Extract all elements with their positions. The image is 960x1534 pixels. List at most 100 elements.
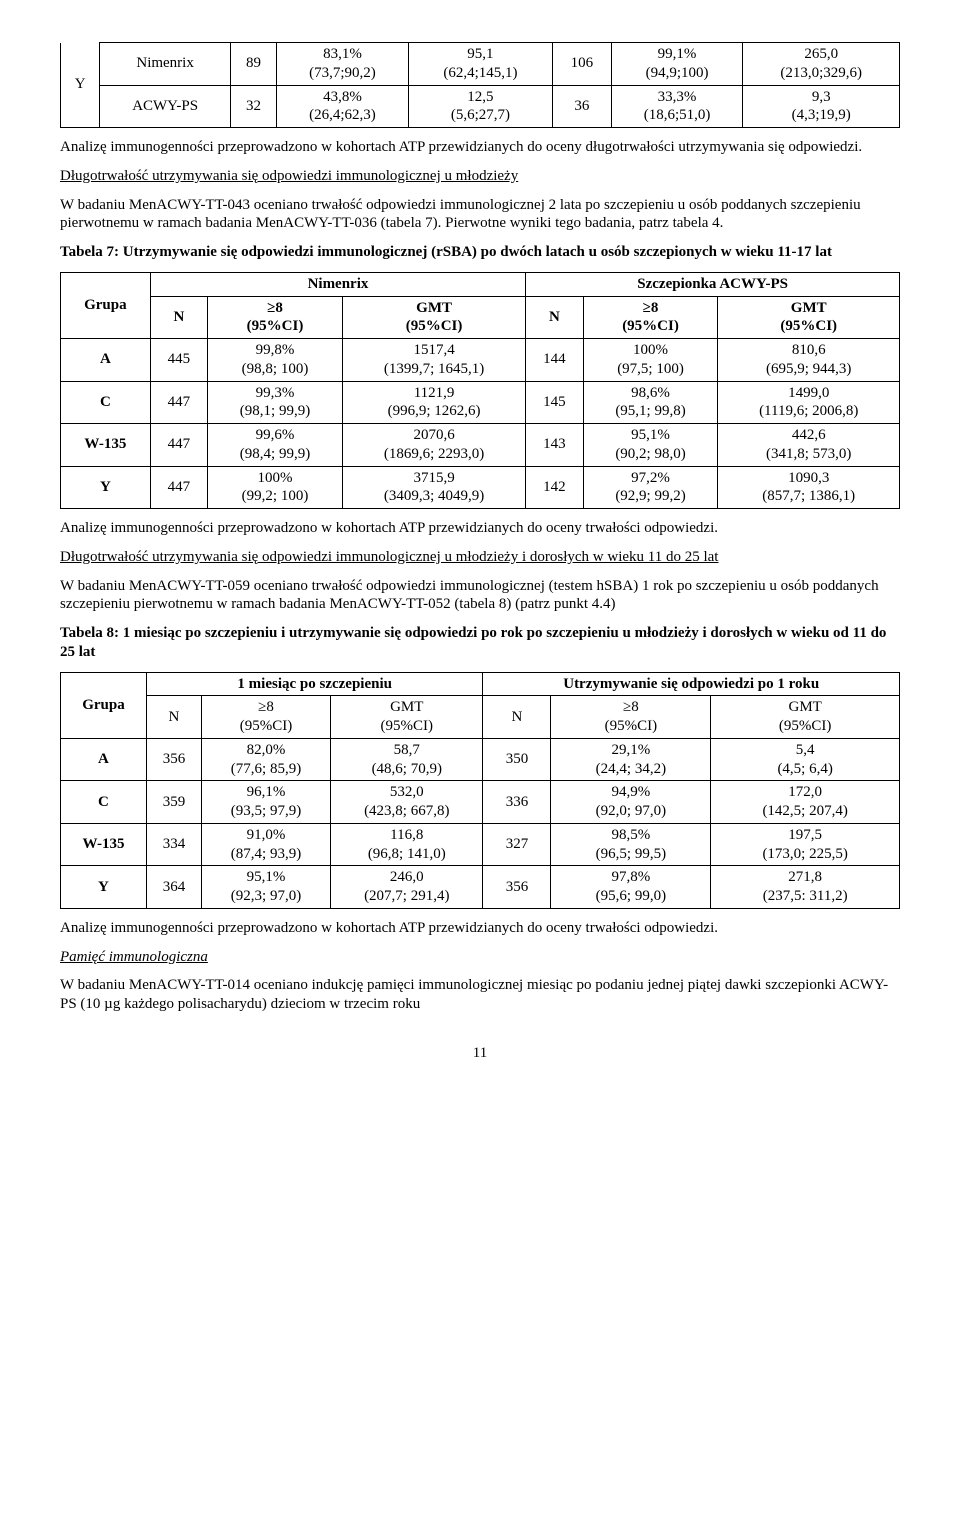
col-header: Utrzymywanie się odpowiedzi po 1 roku [483,672,900,696]
cell: 95,1(62,4;145,1) [408,43,552,86]
table-row: A35682,0%(77,6; 85,9)58,7(48,6; 70,9)350… [61,738,900,781]
cell: 364 [146,866,201,909]
cell: 442,6(341,8; 573,0) [718,424,900,467]
cell: 99,3%(98,1; 99,9) [208,381,343,424]
cell: 356 [146,738,201,781]
page-number: 11 [60,1044,900,1063]
paragraph: W badaniu MenACWY-TT-014 oceniano indukc… [60,976,900,1014]
col-header: ≥8(95%CI) [208,296,343,339]
cell: 1499,0(1119,6; 2006,8) [718,381,900,424]
cell: C [61,381,151,424]
cell: 3715,9(3409,3; 4049,9) [342,466,525,509]
table-title: Tabela 7: Utrzymywanie się odpowiedzi im… [60,243,900,262]
col-header: N [526,296,583,339]
cell: W-135 [61,424,151,467]
cell: 106 [552,43,611,86]
cell: 142 [526,466,583,509]
cell: 99,8%(98,8; 100) [208,339,343,382]
cell: C [61,781,147,824]
col-header: Grupa [61,272,151,338]
cell: 246,0(207,7; 291,4) [331,866,483,909]
cell: 1121,9(996,9; 1262,6) [342,381,525,424]
table-row: C35996,1%(93,5; 97,9)532,0(423,8; 667,8)… [61,781,900,824]
cell: 447 [150,381,207,424]
col-header: N [146,696,201,739]
cell: 116,8(96,8; 141,0) [331,823,483,866]
cell: 172,0(142,5; 207,4) [711,781,900,824]
cell: 33,3%(18,6;51,0) [611,85,743,128]
cell: 99,6%(98,4; 99,9) [208,424,343,467]
cell: 271,8(237,5: 311,2) [711,866,900,909]
cell: 5,4(4,5; 6,4) [711,738,900,781]
cell: 356 [483,866,551,909]
cell: 334 [146,823,201,866]
table-7: Grupa Nimenrix Szczepionka ACWY-PS N ≥8(… [60,272,900,509]
col-header: GMT(95%CI) [718,296,900,339]
table-row: W-13544799,6%(98,4; 99,9)2070,6(1869,6; … [61,424,900,467]
cell: Y [61,866,147,909]
table-row: W-13533491,0%(87,4; 93,9)116,8(96,8; 141… [61,823,900,866]
cell: 350 [483,738,551,781]
table-fragment: Y Nimenrix 89 83,1%(73,7;90,2) 95,1(62,4… [60,42,900,128]
col-header: GMT(95%CI) [342,296,525,339]
cell: 810,6(695,9; 944,3) [718,339,900,382]
cell: 94,9%(92,0; 97,0) [551,781,711,824]
col-header: GMT(95%CI) [331,696,483,739]
col-header: N [150,296,207,339]
cell: Nimenrix [100,43,230,86]
cell: 532,0(423,8; 667,8) [331,781,483,824]
cell: 43,8%(26,4;62,3) [277,85,409,128]
cell: 12,5(5,6;27,7) [408,85,552,128]
cell: 143 [526,424,583,467]
cell: 98,6%(95,1; 99,8) [583,381,718,424]
paragraph: W badaniu MenACWY-TT-059 oceniano trwało… [60,577,900,615]
cell: 89 [230,43,276,86]
col-header: ≥8(95%CI) [201,696,330,739]
section-heading: Długotrwałość utrzymywania się odpowiedz… [60,548,900,567]
table-row: C44799,3%(98,1; 99,9)1121,9(996,9; 1262,… [61,381,900,424]
cell: 91,0%(87,4; 93,9) [201,823,330,866]
col-header: N [483,696,551,739]
cell: 1517,4(1399,7; 1645,1) [342,339,525,382]
paragraph: W badaniu MenACWY-TT-043 oceniano trwało… [60,196,900,234]
cell: 445 [150,339,207,382]
cell: 144 [526,339,583,382]
paragraph: Analizę immunogenności przeprowadzono w … [60,138,900,157]
col-header: 1 miesiąc po szczepieniu [146,672,483,696]
cell: 95,1%(92,3; 97,0) [201,866,330,909]
paragraph: Analizę immunogenności przeprowadzono w … [60,919,900,938]
cell: 83,1%(73,7;90,2) [277,43,409,86]
cell: 82,0%(77,6; 85,9) [201,738,330,781]
cell: 58,7(48,6; 70,9) [331,738,483,781]
cell: 2070,6(1869,6; 2293,0) [342,424,525,467]
cell: 98,5%(96,5; 99,5) [551,823,711,866]
cell: 32 [230,85,276,128]
section-heading: Pamięć immunologiczna [60,948,900,967]
cell: 197,5(173,0; 225,5) [711,823,900,866]
cell: 36 [552,85,611,128]
cell: ACWY-PS [100,85,230,128]
col-header: ≥8(95%CI) [583,296,718,339]
cell: 265,0(213,0;329,6) [743,43,900,86]
paragraph: Analizę immunogenności przeprowadzono w … [60,519,900,538]
col-header: Grupa [61,672,147,738]
cell: 447 [150,466,207,509]
cell: 97,2%(92,9; 99,2) [583,466,718,509]
cell-group: Y [61,43,100,128]
col-header: GMT(95%CI) [711,696,900,739]
cell: A [61,738,147,781]
cell: 95,1%(90,2; 98,0) [583,424,718,467]
cell: 100%(97,5; 100) [583,339,718,382]
cell: 97,8%(95,6; 99,0) [551,866,711,909]
cell: W-135 [61,823,147,866]
cell: 1090,3(857,7; 1386,1) [718,466,900,509]
cell: 359 [146,781,201,824]
cell: 145 [526,381,583,424]
table-8: Grupa 1 miesiąc po szczepieniu Utrzymywa… [60,672,900,909]
cell: 447 [150,424,207,467]
cell: 29,1%(24,4; 34,2) [551,738,711,781]
col-header: Szczepionka ACWY-PS [526,272,900,296]
col-header: Nimenrix [150,272,526,296]
table-row: Y36495,1%(92,3; 97,0)246,0(207,7; 291,4)… [61,866,900,909]
cell: 9,3(4,3;19,9) [743,85,900,128]
